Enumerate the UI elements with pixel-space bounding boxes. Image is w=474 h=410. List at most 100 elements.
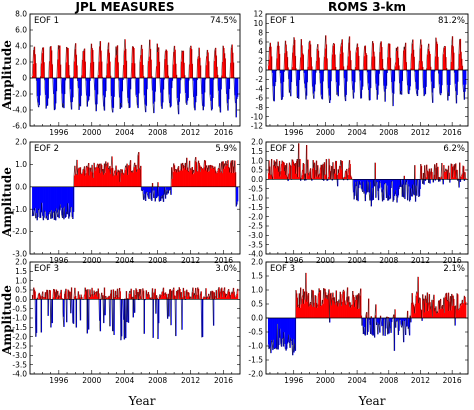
bar-39 [58,186,60,210]
bar-120 [113,299,115,335]
bar-201 [400,70,402,95]
bar-116 [343,70,345,79]
bar-12 [39,186,41,218]
bar-2 [268,160,270,180]
bar-4 [34,289,36,300]
bar-7 [271,70,273,73]
bar-163 [143,186,145,200]
bar-147 [132,46,134,78]
bar-76 [83,169,85,187]
bar-194 [164,293,166,300]
bar-291 [459,307,461,318]
bar-265 [213,78,215,80]
x-tick-label: 2004 [115,128,134,137]
y-tick-label: -2.5 [12,342,27,351]
bar-234 [191,63,194,78]
bar-15 [41,53,43,78]
bar-154 [137,78,139,106]
bar-119 [113,289,115,300]
bar-35 [55,186,57,221]
bar-109 [339,166,341,180]
bar-183 [388,43,390,70]
bar-111 [340,294,342,318]
bar-120 [346,168,348,180]
bar-298 [235,295,237,300]
bar-194 [395,62,397,70]
bar-295 [233,172,235,187]
bar-21 [45,186,47,219]
bar-66 [76,298,78,300]
bar-248 [201,167,203,187]
bar-194 [395,179,397,191]
bar-65 [310,302,312,318]
bar-280 [223,47,225,78]
bar-130 [353,179,355,193]
bar-54 [302,163,304,180]
bar-237 [194,172,196,187]
bar-238 [424,70,426,95]
bar-44 [296,161,298,180]
eof-label: EOF 3 [34,264,59,274]
bar-251 [203,167,205,187]
bar-235 [422,66,424,70]
bar-134 [123,174,125,187]
bar-272 [218,168,220,187]
bar-85 [89,167,91,187]
bar-178 [384,70,386,102]
bar-104 [335,290,337,318]
bar-18 [43,186,45,218]
bar-258 [208,293,210,300]
bar-279 [222,161,224,187]
bar-214 [408,179,410,187]
bar-63 [74,49,76,78]
bar-97 [97,288,99,300]
bar-236 [423,300,425,318]
bar-36 [56,186,58,209]
bar-46 [297,70,299,97]
bar-15 [41,186,43,203]
bar-293 [460,51,462,70]
bar-137 [357,47,359,70]
bar-130 [353,294,355,318]
bar-241 [426,302,428,318]
bar-149 [365,315,367,318]
bar-270 [216,298,218,300]
bar-70 [313,70,315,99]
y-tick-label: 2.0 [15,138,27,147]
bar-104 [335,70,337,83]
y-tick-label: 0.0 [251,314,263,323]
bar-70 [79,297,81,300]
bar-94 [329,70,331,103]
bar-175 [151,76,153,78]
bar-226 [186,157,188,187]
y-tick-label: -2 [256,75,264,84]
bar-33 [54,78,56,111]
bar-101 [100,50,102,78]
bar-3 [269,46,271,70]
bar-66 [310,178,312,180]
bar-207 [403,175,405,180]
bar-127 [118,297,120,300]
bar-52 [301,45,303,70]
bar-49 [299,307,301,318]
bar-123 [115,297,117,300]
bar-6 [35,63,37,78]
x-tick-label: 2016 [214,128,233,137]
bar-291 [231,47,233,78]
bar-191 [393,179,395,201]
bar-179 [385,70,387,89]
bar-184 [388,179,390,196]
bar-19 [279,318,281,329]
bar-292 [460,303,462,318]
bar-103 [102,171,104,187]
bar-221 [183,287,185,300]
bar-211 [406,179,408,181]
bar-265 [213,168,215,187]
bar-104 [102,169,104,187]
bar-250 [202,78,204,111]
bar-41 [294,318,296,344]
bar-164 [143,186,145,194]
bar-56 [69,78,71,90]
bar-79 [319,70,321,74]
bar-132 [354,70,356,83]
